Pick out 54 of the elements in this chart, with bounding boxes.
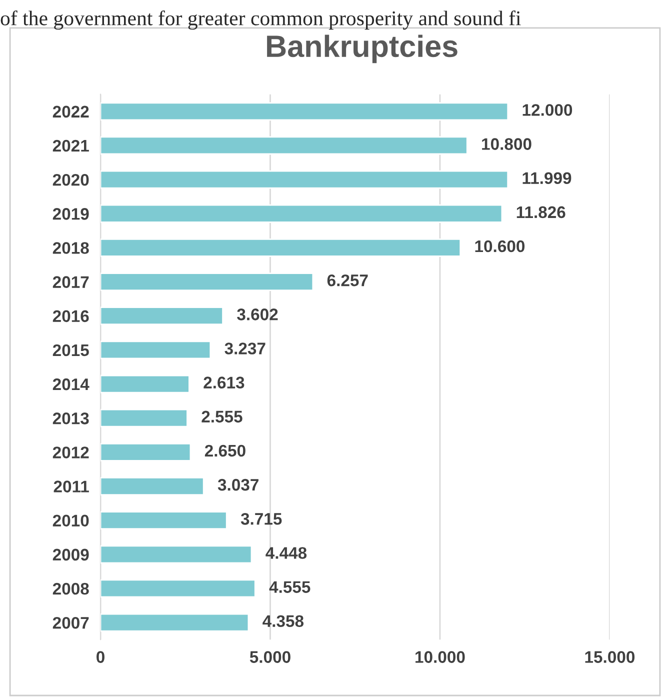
y-tick-label: 2022: [52, 106, 89, 118]
y-tick-label: 2011: [54, 480, 89, 492]
data-label: 10.600: [475, 240, 525, 252]
y-tick-label: 2009: [52, 548, 89, 561]
y-tick-label: 2020: [52, 174, 89, 186]
data-label: 2.555: [202, 410, 242, 423]
bar: [100, 170, 509, 189]
x-tick-label: 15.000: [585, 651, 635, 663]
data-label: 10.800: [482, 138, 532, 150]
bar: [100, 306, 224, 326]
bar: [100, 238, 462, 257]
bar: [100, 374, 190, 394]
data-label: 6.257: [327, 274, 368, 286]
data-label: 4.555: [269, 581, 310, 593]
data-label: 11.999: [522, 172, 572, 184]
chart-title: Bankruptcies: [267, 34, 458, 64]
text: of the government for greater common prosperity and sound fi: [0, 10, 521, 30]
data-label: 3.602: [237, 308, 278, 320]
x-tick-label: 5.000: [250, 651, 290, 663]
y-tick-label: 2007: [52, 616, 89, 629]
data-label: 2.613: [204, 376, 244, 389]
y-tick-label: 2019: [52, 208, 89, 220]
y-tick-label: 2017: [52, 276, 89, 288]
bar: [100, 272, 314, 291]
bar: [100, 545, 252, 564]
data-label: 2.650: [204, 444, 246, 457]
bar: [100, 408, 188, 428]
bar: [100, 136, 468, 155]
data-label: 3.037: [218, 478, 258, 491]
y-tick-label: 2014: [52, 378, 90, 390]
bar: [100, 511, 228, 530]
y-tick-label: 2021: [52, 140, 89, 152]
y-tick-label: 2013: [52, 412, 89, 424]
data-label: 3.715: [240, 512, 282, 525]
x-tick-label: 10.000: [416, 651, 465, 663]
bar: [100, 340, 212, 360]
y-tick-label: 2010: [52, 514, 89, 527]
data-label: 4.448: [266, 547, 307, 559]
data-label: 4.358: [262, 615, 304, 628]
bar: [100, 613, 250, 632]
bar: [100, 442, 192, 462]
bar: [100, 102, 509, 121]
data-label: 3.237: [224, 342, 266, 354]
y-tick-label: 2008: [52, 582, 89, 595]
data-label: 12.000: [522, 104, 572, 116]
y-tick-label: 2016: [52, 310, 89, 322]
bar: [100, 579, 256, 598]
y-tick-label: 2015: [52, 344, 89, 356]
data-label: 11.826: [516, 206, 566, 218]
y-tick-label: 2018: [52, 242, 89, 254]
x-tick-label: 0: [96, 651, 104, 663]
bar: [100, 477, 204, 496]
bar: [100, 204, 503, 223]
y-tick-label: 2012: [52, 446, 89, 458]
